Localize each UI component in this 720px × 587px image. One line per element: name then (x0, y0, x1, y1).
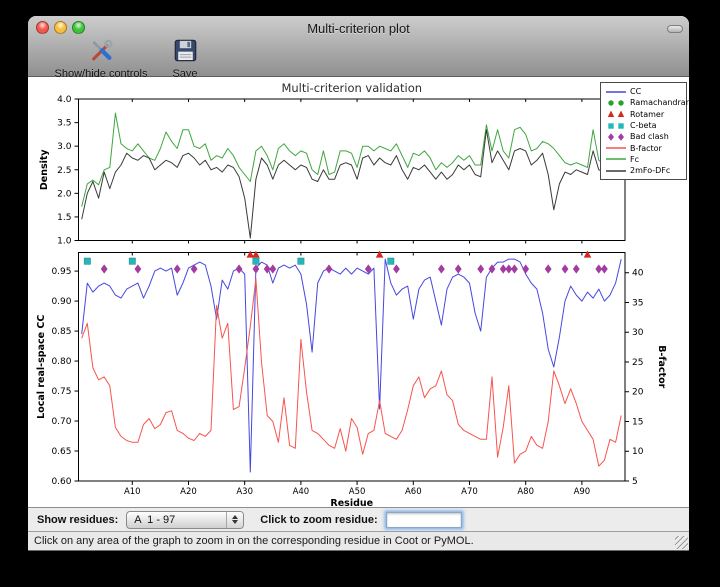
legend-entry: Rotamer (604, 109, 684, 120)
show-hide-controls-label: Show/hide controls (54, 68, 148, 80)
legend-label: Fc (630, 154, 639, 164)
window-controls (36, 21, 85, 34)
legend-swatch-diamond-icon (608, 133, 624, 141)
legend-entry: B-factor (604, 142, 684, 153)
zoom-residue-input[interactable] (385, 511, 462, 528)
residue-range-value: A 1 - 97 (134, 513, 176, 526)
window-chrome: Multi-criterion plot Show/hide controls (28, 16, 689, 80)
legend-entry: Ramachandran (604, 97, 689, 108)
tools-icon (89, 38, 114, 68)
legend-swatch-line-icon (606, 90, 626, 93)
toolbar-toggle-button[interactable] (667, 25, 683, 33)
plot-area[interactable] (28, 77, 689, 507)
save-label: Save (172, 68, 198, 80)
legend-swatch-triangle-icon (607, 110, 625, 118)
legend-swatch-circle-icon (608, 100, 624, 106)
legend-label: C-beta (630, 121, 657, 131)
legend-swatch-line-icon (606, 158, 626, 161)
legend-swatch-line-icon (606, 170, 626, 172)
controls-bar: Show residues: A 1 - 97 Click to zoom re… (28, 507, 689, 532)
zoom-residue-label: Click to zoom residue: (260, 513, 378, 526)
legend-entry: Bad clash (604, 131, 684, 142)
legend-label: B-factor (630, 143, 662, 153)
legend-label: Bad clash (630, 132, 669, 142)
window-title: Multi-criterion plot (307, 21, 410, 36)
legend-swatch-line-icon (606, 147, 626, 149)
legend-entry: CC (604, 86, 684, 97)
legend-entry: 2mFo-DFc (604, 165, 684, 176)
save-button[interactable]: Save (162, 38, 208, 80)
save-icon (173, 38, 198, 68)
show-residues-label: Show residues: (37, 513, 119, 526)
chart-legend: CC Ramachandran Rotamer C-beta Bad clash B-fa… (600, 82, 689, 181)
legend-label: Rotamer (630, 109, 665, 119)
stepper-arrows-icon (226, 511, 244, 528)
legend-swatch-square-icon (608, 122, 624, 129)
legend-entry: Fc (604, 154, 684, 165)
toolbar: Show/hide controls Save (28, 38, 689, 80)
legend-label: CC (630, 87, 642, 97)
resize-grip[interactable] (675, 536, 688, 549)
legend-label: 2mFo-DFc (630, 166, 671, 176)
legend-label: Ramachandran (630, 98, 689, 108)
show-hide-controls-button[interactable]: Show/hide controls (46, 38, 156, 80)
status-message: Click on any area of the graph to zoom i… (34, 535, 474, 547)
legend-entry: C-beta (604, 120, 684, 131)
residue-range-select[interactable]: A 1 - 97 (126, 510, 245, 529)
minimize-button[interactable] (54, 21, 67, 34)
status-bar: Click on any area of the graph to zoom i… (28, 532, 689, 551)
title-bar[interactable]: Multi-criterion plot (28, 16, 689, 40)
close-button[interactable] (36, 21, 49, 34)
app-window: 1.0 1.5 2.0 2.5 3.0 3.5 4.0 Multi-criterion val… (28, 16, 689, 551)
zoom-button[interactable] (72, 21, 85, 34)
